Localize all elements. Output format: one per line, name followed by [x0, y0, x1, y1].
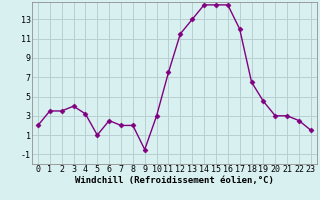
X-axis label: Windchill (Refroidissement éolien,°C): Windchill (Refroidissement éolien,°C)	[75, 176, 274, 185]
